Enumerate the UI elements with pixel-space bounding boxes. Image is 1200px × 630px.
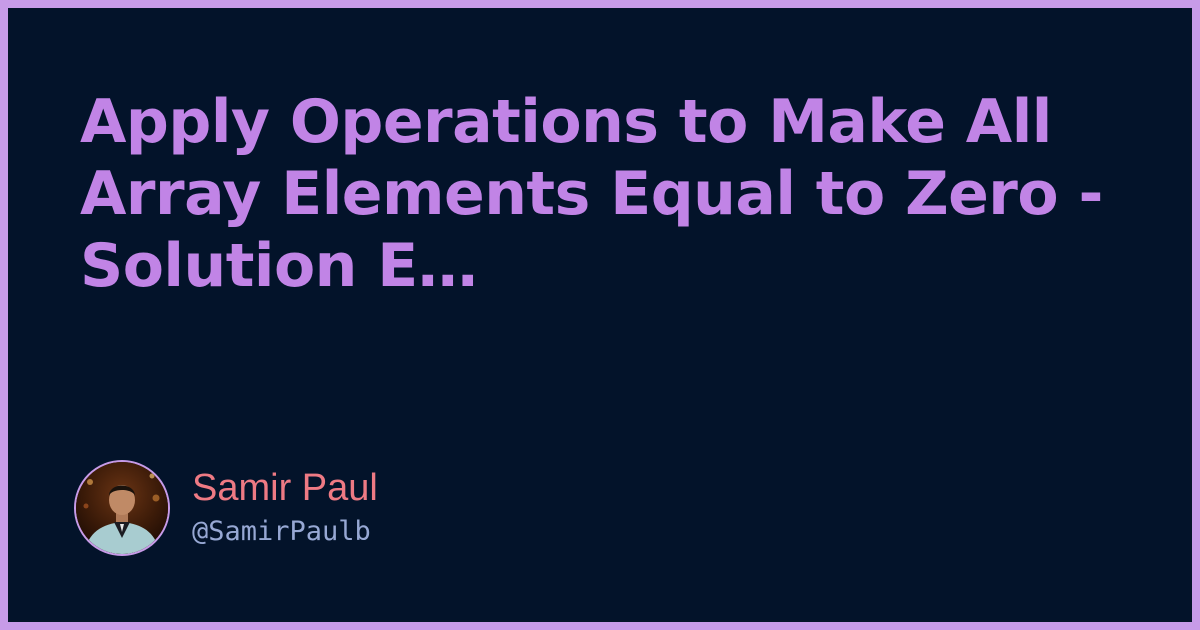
author-name: Samir Paul — [192, 467, 378, 509]
author-handle: @SamirPaulb — [192, 516, 371, 547]
author-block: Samir Paul @SamirPaulb — [74, 460, 378, 556]
author-avatar — [74, 460, 170, 556]
author-info: Samir Paul @SamirPaulb — [192, 466, 378, 550]
avatar-photo — [76, 462, 168, 554]
article-title: Apply Operations to Make All Array Eleme… — [80, 87, 1103, 301]
